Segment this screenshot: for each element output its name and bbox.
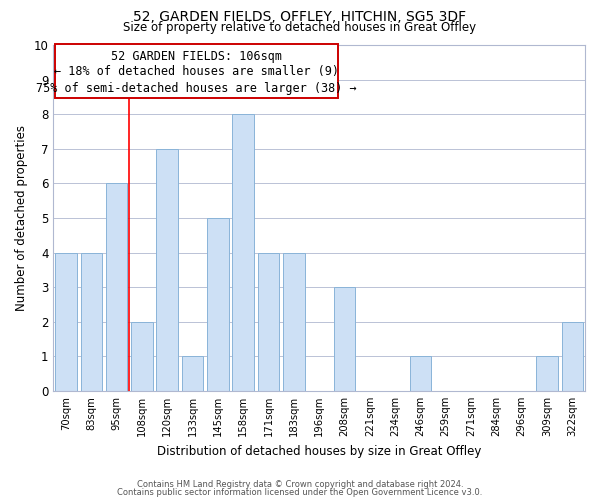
Bar: [55, 252, 77, 391]
Text: 52, GARDEN FIELDS, OFFLEY, HITCHIN, SG5 3DF: 52, GARDEN FIELDS, OFFLEY, HITCHIN, SG5 …: [133, 10, 467, 24]
Bar: [562, 322, 583, 391]
FancyBboxPatch shape: [55, 44, 338, 98]
Text: ← 18% of detached houses are smaller (9): ← 18% of detached houses are smaller (9): [54, 66, 339, 78]
Text: Contains public sector information licensed under the Open Government Licence v3: Contains public sector information licen…: [118, 488, 482, 497]
Bar: [207, 218, 229, 391]
Bar: [80, 252, 102, 391]
Bar: [334, 287, 355, 391]
Bar: [106, 184, 127, 391]
Bar: [232, 114, 254, 391]
Bar: [182, 356, 203, 391]
X-axis label: Distribution of detached houses by size in Great Offley: Distribution of detached houses by size …: [157, 444, 481, 458]
Bar: [157, 149, 178, 391]
Y-axis label: Number of detached properties: Number of detached properties: [15, 125, 28, 311]
Bar: [410, 356, 431, 391]
Text: 52 GARDEN FIELDS: 106sqm: 52 GARDEN FIELDS: 106sqm: [111, 50, 282, 62]
Text: Size of property relative to detached houses in Great Offley: Size of property relative to detached ho…: [124, 21, 476, 34]
Bar: [258, 252, 279, 391]
Text: Contains HM Land Registry data © Crown copyright and database right 2024.: Contains HM Land Registry data © Crown c…: [137, 480, 463, 489]
Bar: [283, 252, 305, 391]
Bar: [131, 322, 152, 391]
Bar: [536, 356, 558, 391]
Text: 75% of semi-detached houses are larger (38) →: 75% of semi-detached houses are larger (…: [36, 82, 356, 94]
